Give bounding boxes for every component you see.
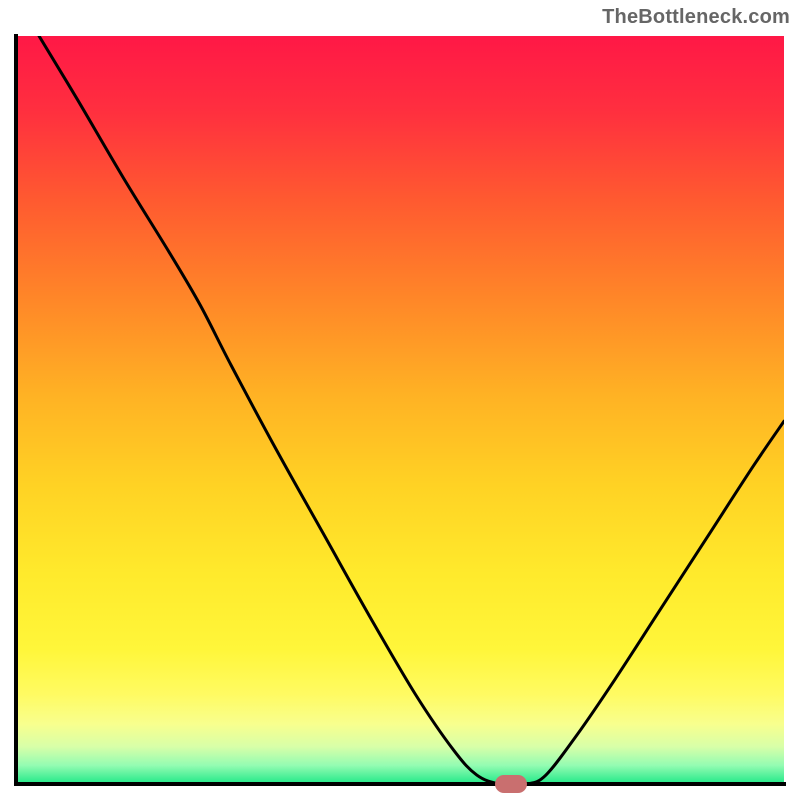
optimal-point-marker [495, 775, 527, 793]
watermark-text: TheBottleneck.com [602, 6, 790, 29]
bottleneck-chart [16, 36, 784, 784]
chart-container: TheBottleneck.com [0, 0, 800, 800]
